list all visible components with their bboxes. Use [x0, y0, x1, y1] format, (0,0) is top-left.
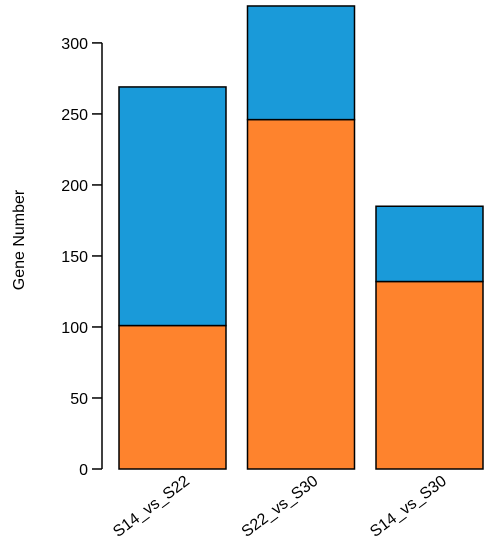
x-tick-label: S14_vs_S30: [367, 473, 450, 541]
bar-segment: [118, 86, 227, 327]
y-tick-label: 150: [61, 249, 88, 266]
bar-segment: [375, 205, 484, 283]
y-axis-label: Gene Number: [11, 189, 28, 290]
bar-segment: [246, 118, 356, 470]
bar-segment: [118, 324, 227, 470]
y-tick-label: 100: [61, 320, 88, 337]
y-tick-label: 0: [79, 462, 88, 479]
bar-segment: [375, 280, 484, 470]
x-tick-label: S22_vs_S30: [239, 473, 322, 541]
bar-segment: [246, 5, 356, 121]
y-tick-label: 200: [61, 178, 88, 195]
y-tick-label: 250: [61, 107, 88, 124]
x-tick-label: S14_vs_S22: [110, 473, 193, 541]
y-tick-label: 300: [61, 36, 88, 53]
y-tick-label: 50: [70, 391, 88, 408]
